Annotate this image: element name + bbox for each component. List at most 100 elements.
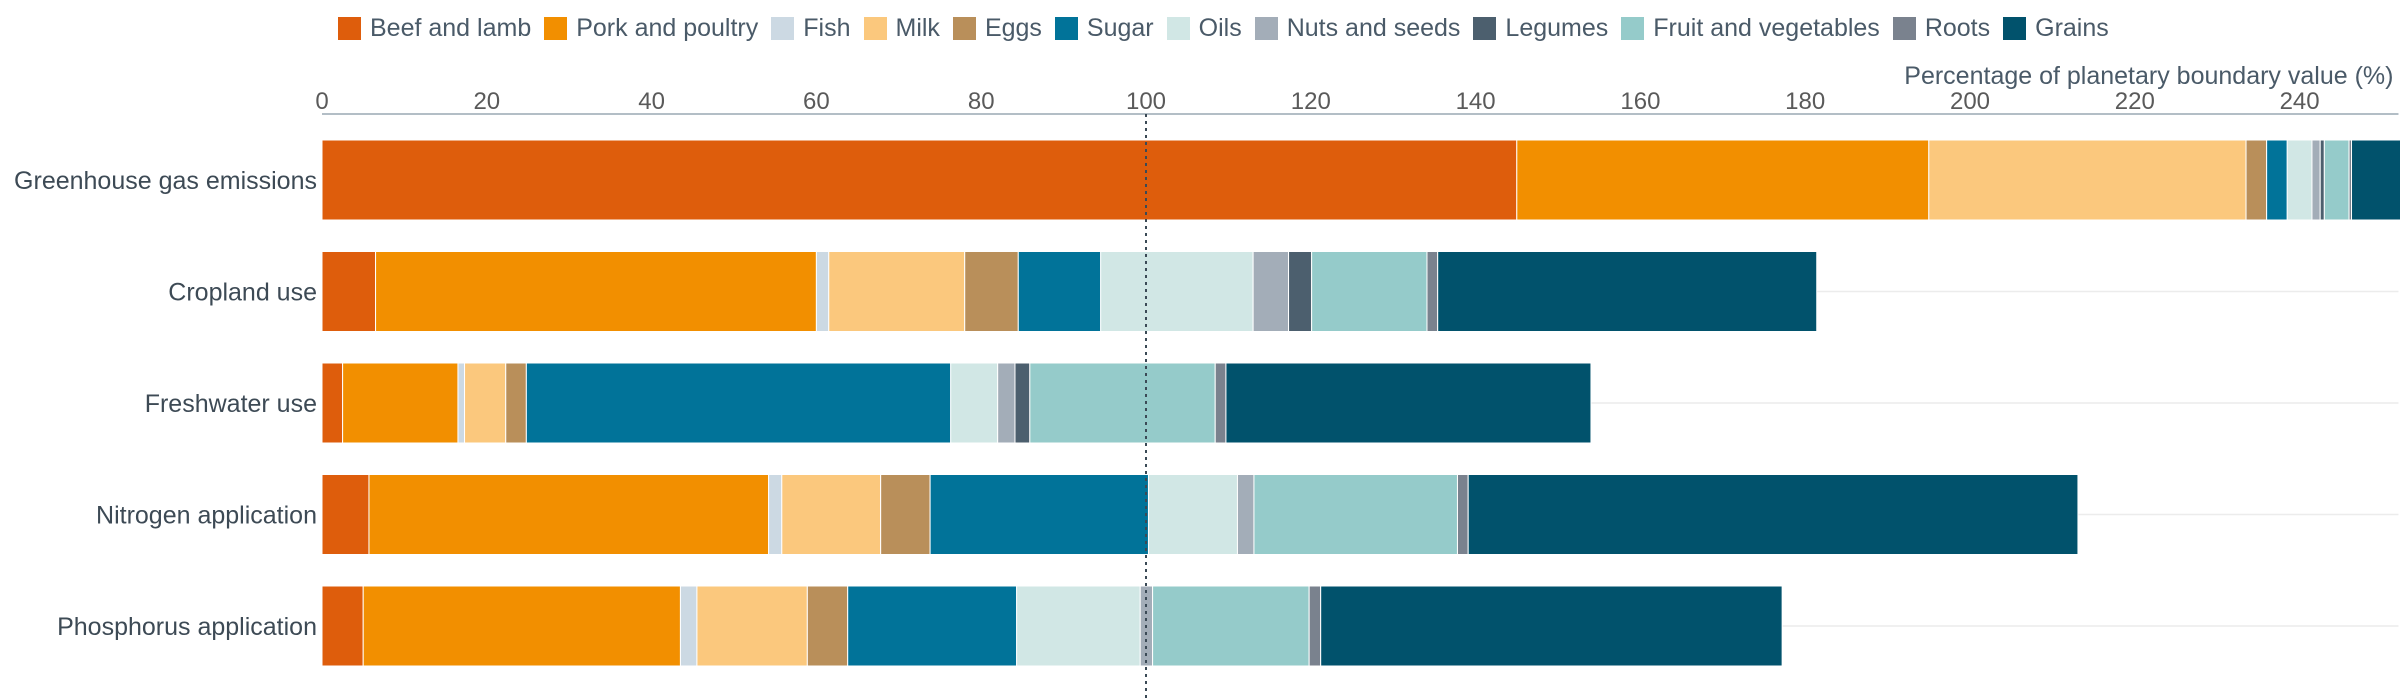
bar-freshwater-use-beef-and-lamb[interactable] [321,362,344,444]
x-tick-label: 180 [1785,88,1825,115]
legend-item-legumes[interactable]: Legumes [1473,14,1608,43]
bar-greenhouse-gas-emissions-legumes[interactable] [2319,139,2325,221]
x-tick-label: 160 [1620,88,1660,115]
bar-cropland-use-grains[interactable] [1437,251,1818,332]
x-tick-label: 40 [638,88,665,115]
bar-phosphorus-application-fruit-and-vegetables[interactable] [1152,585,1310,667]
legend-label: Oils [1198,13,1242,42]
bar-cropland-use-legumes[interactable] [1288,251,1313,332]
bar-nitrogen-application-eggs[interactable] [880,474,931,555]
bar-nitrogen-application-grains[interactable] [1467,474,2079,555]
bar-nitrogen-application-pork-and-poultry[interactable] [368,474,770,555]
legend-swatch [544,16,568,40]
bar-nitrogen-application-roots[interactable] [1456,474,1469,555]
bar-greenhouse-gas-emissions-oils[interactable] [2286,139,2313,221]
bar-cropland-use-sugar[interactable] [1017,251,1102,332]
bar-freshwater-use-nuts-and-seeds[interactable] [997,362,1016,444]
legend-item-fish[interactable]: Fish [771,14,851,43]
bar-freshwater-use-legumes[interactable] [1014,362,1031,444]
bars-layer [321,139,2400,667]
bar-greenhouse-gas-emissions-fruit-and-vegetables[interactable] [2323,139,2350,221]
bar-greenhouse-gas-emissions-milk[interactable] [1928,139,2247,221]
bar-cropland-use-nuts-and-seeds[interactable] [1252,251,1290,332]
x-tick-label: 120 [1291,88,1331,115]
bar-freshwater-use-grains[interactable] [1225,362,1592,444]
chart-legend: Beef and lamb Pork and poultry Fish Milk Egg… [338,10,2122,46]
bar-cropland-use-fish[interactable] [815,251,830,332]
bar-cropland-use-beef-and-lamb[interactable] [321,251,377,332]
legend-label: Eggs [984,13,1042,42]
legend-swatch [1892,16,1916,40]
x-tick-label: 100 [1126,88,1166,115]
legend-label: Nuts and seeds [1286,13,1461,42]
legend-label: Fruit and vegetables [1653,13,1880,42]
legend-item-pork-and-poultry[interactable]: Pork and poultry [544,14,758,43]
bar-freshwater-use-oils[interactable] [950,362,999,444]
legend-swatch [1621,16,1645,40]
legend-item-grains[interactable]: Grains [2003,14,2109,43]
bar-freshwater-use-fish[interactable] [457,362,466,444]
bar-greenhouse-gas-emissions-eggs[interactable] [2245,139,2268,221]
bar-phosphorus-application-pork-and-poultry[interactable] [362,585,681,667]
x-tick-label: 20 [473,88,500,115]
legend-label: Roots [1924,13,1991,42]
bar-greenhouse-gas-emissions-pork-and-poultry[interactable] [1516,139,1930,221]
bar-nitrogen-application-sugar[interactable] [929,474,1149,555]
category-label-freshwater-use: Freshwater use [145,390,317,418]
category-label-greenhouse-gas-emissions: Greenhouse gas emissions [14,167,317,195]
bar-nitrogen-application-fruit-and-vegetables[interactable] [1253,474,1458,555]
x-tick-label: 200 [1950,88,1990,115]
legend-swatch [952,16,976,40]
bar-phosphorus-application-beef-and-lamb[interactable] [321,585,364,667]
legend-item-nuts-and-seeds[interactable]: Nuts and seeds [1254,13,1461,43]
legend-swatch [1473,16,1497,40]
x-tick-label: 60 [803,88,830,115]
bar-freshwater-use-pork-and-poultry[interactable] [342,362,459,444]
bar-nitrogen-application-nuts-and-seeds[interactable] [1236,474,1255,555]
legend-swatch [1054,16,1078,40]
bar-greenhouse-gas-emissions-grains[interactable] [2351,139,2400,221]
legend-item-beef-and-lamb[interactable]: Beef and lamb [338,14,531,43]
bar-phosphorus-application-grains[interactable] [1320,585,1783,667]
bar-cropland-use-eggs[interactable] [964,251,1019,332]
bar-freshwater-use-sugar[interactable] [525,362,952,444]
legend-item-fruit-and-vegetables[interactable]: Fruit and vegetables [1621,14,1880,43]
legend-item-milk[interactable]: Milk [863,14,940,43]
bar-nitrogen-application-milk[interactable] [781,474,882,555]
x-tick-label: 140 [1456,88,1496,115]
legend-swatch [2003,16,2027,40]
bar-nitrogen-application-fish[interactable] [768,474,783,555]
bar-cropland-use-milk[interactable] [828,251,966,332]
bar-phosphorus-application-oils[interactable] [1016,585,1141,667]
bar-greenhouse-gas-emissions-nuts-and-seeds[interactable] [2311,139,2321,221]
legend-item-oils[interactable]: Oils [1166,13,1242,43]
bar-greenhouse-gas-emissions-sugar[interactable] [2266,139,2288,221]
category-label-cropland-use: Cropland use [168,279,317,307]
legend-item-sugar[interactable]: Sugar [1054,14,1154,43]
bar-phosphorus-application-eggs[interactable] [806,585,849,667]
bar-phosphorus-application-milk[interactable] [696,585,808,667]
bar-cropland-use-oils[interactable] [1100,251,1254,332]
bar-phosphorus-application-fish[interactable] [679,585,698,667]
legend-item-roots[interactable]: Roots [1892,13,1991,43]
x-axis-title: Percentage of planetary boundary value (… [1904,62,2393,90]
category-labels: Greenhouse gas emissions Cropland use Fres… [14,167,317,641]
bar-freshwater-use-fruit-and-vegetables[interactable] [1029,362,1216,444]
bar-cropland-use-pork-and-poultry[interactable] [375,251,817,332]
bar-phosphorus-application-roots[interactable] [1308,585,1322,667]
bar-freshwater-use-roots[interactable] [1214,362,1227,444]
bar-cropland-use-roots[interactable] [1426,251,1439,332]
bar-freshwater-use-milk[interactable] [464,362,507,444]
bar-greenhouse-gas-emissions-beef-and-lamb[interactable] [321,139,1518,221]
bar-freshwater-use-eggs[interactable] [505,362,527,444]
bar-cropland-use-fruit-and-vegetables[interactable] [1311,251,1428,332]
legend-item-eggs[interactable]: Eggs [952,13,1042,43]
bar-nitrogen-application-beef-and-lamb[interactable] [321,474,370,555]
category-label-phosphorus-application: Phosphorus application [57,613,317,641]
bar-phosphorus-application-sugar[interactable] [847,585,1018,667]
legend-swatch [1254,16,1278,40]
legend-label: Beef and lamb [370,13,532,42]
bar-nitrogen-application-oils[interactable] [1147,474,1238,555]
x-tick-label: 220 [2115,88,2155,115]
